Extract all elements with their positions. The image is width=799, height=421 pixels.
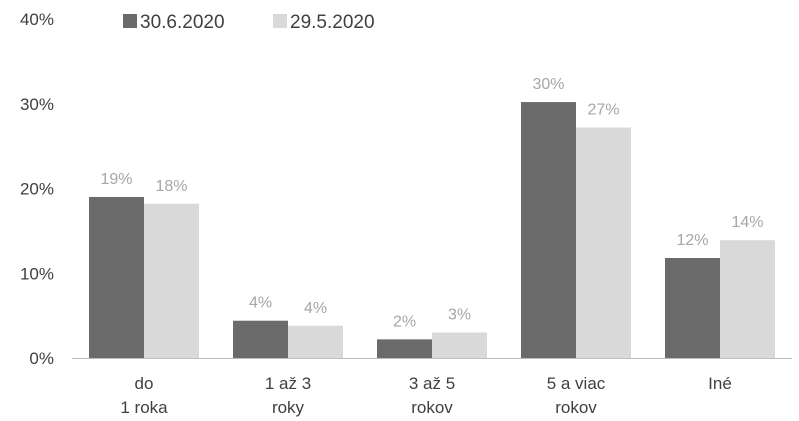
x-tick-label: 1 až 3 roky xyxy=(265,374,311,417)
data-label: 19% xyxy=(100,171,132,188)
bar-series-1 xyxy=(233,320,288,358)
bar-series-2 xyxy=(576,127,631,358)
x-tick-label: 5 a viac rokov xyxy=(547,374,606,417)
bar-series-1 xyxy=(521,102,576,359)
data-label: 2% xyxy=(393,313,416,330)
bar-series-1 xyxy=(377,339,432,358)
bar-series-2 xyxy=(720,240,775,358)
legend-label: 29.5.2020 xyxy=(290,12,375,33)
bar-series-2 xyxy=(288,325,343,358)
bar-series-2 xyxy=(432,332,487,358)
data-label: 4% xyxy=(249,295,272,312)
data-label: 3% xyxy=(448,307,471,324)
data-label: 27% xyxy=(587,101,619,118)
x-tick-label: do 1 roka xyxy=(120,374,168,417)
x-tick-label: 3 až 5 rokov xyxy=(409,374,455,417)
bar-series-1 xyxy=(665,257,720,358)
y-axis: 0% 10% 20% 30% 40% xyxy=(20,10,54,368)
y-tick-label: 30% xyxy=(20,95,54,114)
bar-series-1 xyxy=(89,196,144,358)
y-tick-label: 40% xyxy=(20,10,54,29)
y-tick-label: 10% xyxy=(20,264,54,283)
data-label: 4% xyxy=(304,300,327,317)
legend-swatch xyxy=(123,14,137,28)
x-tick-label: Iné xyxy=(708,374,732,393)
legend-label: 30.6.2020 xyxy=(140,12,225,33)
legend-swatch xyxy=(273,14,287,28)
data-labels: 19% 18% 4% 4% 2% 3% 30% 27% 12% 14% xyxy=(100,76,763,330)
legend: 30.6.2020 29.5.2020 xyxy=(123,12,375,33)
y-tick-label: 20% xyxy=(20,180,54,199)
bars xyxy=(89,102,775,359)
data-label: 18% xyxy=(155,178,187,195)
data-label: 12% xyxy=(676,232,708,249)
x-axis: do 1 roka 1 až 3 roky 3 až 5 rokov 5 a viac rok… xyxy=(120,374,731,417)
y-tick-label: 0% xyxy=(29,349,54,368)
data-label: 30% xyxy=(532,76,564,93)
data-label: 14% xyxy=(731,214,763,231)
bar-series-2 xyxy=(144,203,199,358)
